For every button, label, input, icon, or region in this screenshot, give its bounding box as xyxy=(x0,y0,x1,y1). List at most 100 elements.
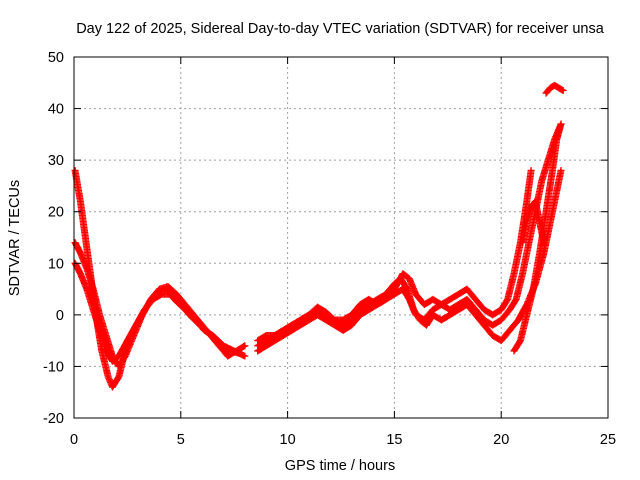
data-point xyxy=(282,329,285,332)
data-point xyxy=(98,313,101,317)
data-point xyxy=(546,158,550,162)
data-point xyxy=(79,200,82,203)
x-tick-label: 10 xyxy=(280,432,296,448)
y-tick-label: 30 xyxy=(48,153,64,169)
data-point xyxy=(117,375,121,378)
data-point xyxy=(406,287,409,291)
data-point xyxy=(209,334,212,337)
data-point xyxy=(85,287,89,291)
data-point xyxy=(134,323,138,327)
data-point xyxy=(367,308,370,311)
data-point xyxy=(559,169,563,172)
data-point xyxy=(534,200,537,203)
data-point xyxy=(256,344,259,347)
data-point xyxy=(256,339,259,342)
data-point xyxy=(117,365,121,368)
data-point xyxy=(273,339,276,342)
data-point xyxy=(538,220,541,224)
data-point xyxy=(239,352,242,355)
data-point xyxy=(414,313,417,317)
data-point xyxy=(160,293,163,296)
data-point xyxy=(350,323,353,327)
data-point xyxy=(143,308,146,311)
data-point xyxy=(265,344,268,347)
data-point xyxy=(544,91,548,95)
data-point xyxy=(557,86,561,90)
data-point xyxy=(367,298,370,301)
series-track-5 xyxy=(254,120,565,355)
series-track-9 xyxy=(542,81,567,97)
y-axis-label: SDTVAR / TECUs xyxy=(7,180,23,296)
data-point xyxy=(243,354,247,358)
data-point xyxy=(555,138,558,141)
data-markers xyxy=(71,166,249,391)
data-point xyxy=(491,323,494,327)
data-point xyxy=(393,287,396,291)
data-point xyxy=(226,354,229,358)
data-point xyxy=(514,298,518,301)
data-point xyxy=(482,323,486,327)
data-point xyxy=(440,303,443,306)
data-point xyxy=(540,179,543,182)
data-point xyxy=(243,344,247,347)
data-point xyxy=(198,323,202,327)
data-point xyxy=(111,360,114,363)
series-track-1 xyxy=(71,166,249,391)
data-point xyxy=(299,318,302,322)
data-point xyxy=(117,354,121,358)
data-point xyxy=(440,318,443,322)
data-point xyxy=(491,334,494,337)
data-point xyxy=(228,349,232,353)
data-point xyxy=(218,344,221,347)
data-point xyxy=(559,122,563,126)
data-point xyxy=(525,200,529,203)
data-point xyxy=(265,334,268,337)
y-tick-label: 0 xyxy=(56,308,64,324)
data-point xyxy=(111,385,114,389)
data-point xyxy=(401,287,405,291)
data-point xyxy=(542,241,546,244)
series-track-8 xyxy=(519,197,548,247)
data-point xyxy=(512,349,516,353)
data-point xyxy=(482,308,486,311)
data-point xyxy=(290,323,294,327)
data-markers xyxy=(542,81,567,97)
data-point xyxy=(538,251,541,255)
data-point xyxy=(359,303,362,306)
data-point xyxy=(508,329,511,332)
data-point xyxy=(126,339,129,342)
data-point xyxy=(92,308,95,311)
data-point xyxy=(359,313,362,317)
data-point xyxy=(506,298,509,301)
data-point xyxy=(384,298,388,301)
data-series xyxy=(71,81,567,391)
data-point xyxy=(290,329,294,332)
data-point xyxy=(500,308,503,311)
data-point xyxy=(517,318,520,322)
x-tick-label: 25 xyxy=(600,432,616,448)
data-point xyxy=(341,318,345,322)
data-point xyxy=(431,308,435,311)
data-point xyxy=(85,267,89,270)
x-axis-label: GPS time / hours xyxy=(285,458,395,474)
y-tick-label: 50 xyxy=(48,50,64,66)
data-point xyxy=(256,349,259,353)
data-point xyxy=(265,339,268,342)
data-point xyxy=(376,298,379,301)
data-point xyxy=(482,318,486,322)
data-point xyxy=(156,290,159,293)
data-point xyxy=(124,354,127,358)
y-tick-label: 20 xyxy=(48,205,64,221)
data-point xyxy=(553,84,556,87)
data-point xyxy=(423,318,426,322)
data-point xyxy=(324,313,328,317)
data-point xyxy=(448,313,452,317)
data-point xyxy=(376,303,379,306)
data-point xyxy=(164,287,168,291)
data-point xyxy=(561,89,565,92)
chart-title: Day 122 of 2025, Sidereal Day-to-day VTE… xyxy=(76,21,605,37)
data-point xyxy=(465,287,469,291)
data-point xyxy=(79,251,82,255)
data-point xyxy=(457,293,460,296)
